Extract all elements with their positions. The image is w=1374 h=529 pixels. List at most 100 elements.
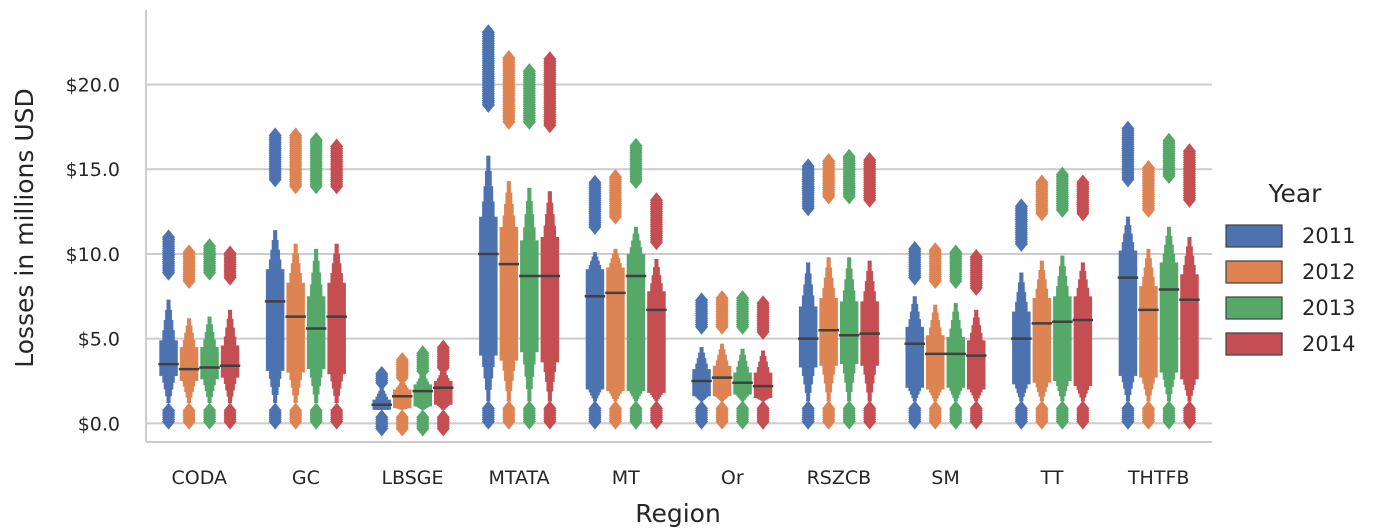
boxen-box [1032,298,1052,383]
boxen-2012 [818,153,839,430]
x-tick-label: RSZCB [807,467,872,489]
boxen-2014 [433,339,454,437]
outlier-marker [715,400,729,417]
boxen-2013 [519,63,540,430]
boxen-box [393,389,412,409]
outlier-marker [736,290,750,307]
category-group [797,148,880,430]
outlier-marker [801,400,815,417]
outlier-marker [268,127,282,144]
outlier-marker [203,402,217,419]
x-tick-label: MT [612,467,640,489]
boxen-2012 [605,169,626,430]
outlier-marker [695,400,709,417]
outlier-marker [502,400,516,417]
boxen-box [434,381,453,405]
y-tick-labels: $0.0 $5.0 $10.0 $15.0 $20.0 [66,75,120,436]
boxen-box [159,340,178,376]
outlier-marker [863,152,877,169]
y-tick-label: $10.0 [66,244,120,266]
outlier-marker [395,352,409,369]
category-group [371,339,454,437]
boxen-box [327,282,346,375]
outlier-marker [162,402,176,419]
x-axis-label: Region [635,499,721,528]
outlier-marker [928,242,942,259]
boxen-box [967,340,986,390]
outlier-marker [522,63,536,80]
outlier-marker [629,400,643,417]
outlier-marker [182,402,196,419]
boxen-2014 [1179,143,1200,430]
boxen-box [712,365,732,397]
outlier-marker [928,400,942,417]
outlier-marker [481,24,495,41]
outlier-marker [543,400,557,417]
outlier-marker [1076,174,1090,191]
outlier-marker [608,169,622,186]
boxen-box [946,336,965,388]
outlier-marker [309,131,323,148]
outlier-marker [969,400,983,417]
outlier-marker [395,409,409,426]
boxen-box [1159,262,1179,373]
outlier-marker [330,138,344,155]
outlier-marker [375,409,389,426]
boxen-2011 [584,174,606,430]
outlier-marker [416,345,430,362]
outlier-marker [949,400,963,417]
outlier-marker [863,400,877,417]
outlier-marker [522,400,536,417]
boxen-2012 [1138,160,1159,430]
legend-entry: 2012 [1302,260,1355,284]
outlier-marker [822,153,836,170]
y-tick-label: $0.0 [78,413,120,435]
outlier-marker [1182,400,1196,417]
category-group [478,24,561,430]
boxen-box [839,301,859,365]
boxen-2013 [732,290,753,430]
boxen-box [647,291,666,393]
legend-entry: 2013 [1302,296,1355,320]
y-tick-label: $15.0 [66,159,120,181]
legend: Year 2011 2012 2013 2014 [1225,179,1355,356]
boxen-2012 [498,49,520,430]
boxen-2011 [158,229,179,430]
outlier-marker [715,290,729,307]
x-tick-label: GC [292,467,320,489]
boxen-box [819,298,838,366]
x-tick-label: SM [931,467,959,489]
legend-swatch [1225,296,1283,320]
outlier-marker [1035,174,1049,191]
outlier-marker [223,402,237,419]
boxen-box [306,296,326,370]
outlier-marker [822,400,836,417]
boxen-box [479,216,498,356]
outlier-marker [842,400,856,417]
category-group [904,241,987,430]
outlier-marker [1162,132,1176,149]
boxen-2013 [412,345,433,437]
boxen-2013 [945,244,966,430]
outlier-marker [1121,400,1135,417]
outlier-marker [1076,400,1090,417]
boxen-2011 [264,127,286,430]
gridlines [146,83,1212,425]
boxen-2012 [711,290,733,430]
x-tick-label: LBSGE [381,467,443,489]
boxen-2014 [752,295,774,430]
outlier-marker [908,241,922,258]
boxen-2013 [625,137,647,430]
legend-entry: 2011 [1302,224,1355,248]
outlier-marker [1014,198,1028,215]
boxen-box [798,306,818,368]
x-tick-label: CODA [172,467,228,489]
outlier-marker [268,402,282,419]
x-tick-label: Or [721,467,744,489]
legend-swatch [1225,260,1283,284]
boxen-2014 [646,192,667,430]
outlier-marker [908,400,922,417]
outlier-marker [203,238,217,255]
y-axis-label: Losses in millions USD [10,88,39,368]
boxen-box [585,269,605,390]
